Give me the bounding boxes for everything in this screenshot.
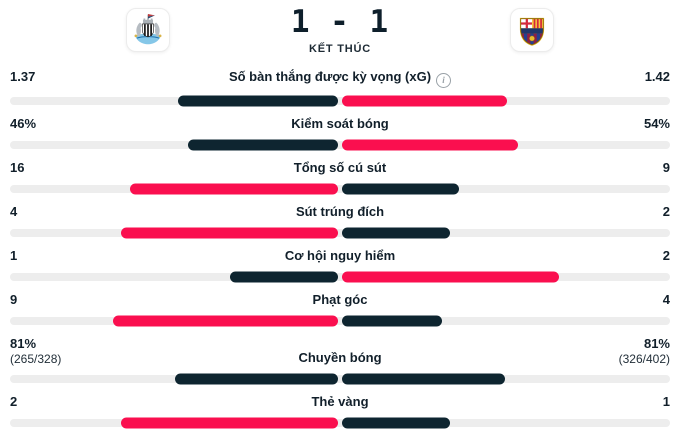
- stat-label: Kiểm soát bóng: [291, 116, 389, 131]
- stat-label: Sút trúng đích: [295, 204, 385, 219]
- match-status: KẾT THÚC: [308, 43, 371, 55]
- away-value: 1.42: [644, 69, 670, 84]
- stat-row-shots-on-target: 4 Sút trúng đích 2: [0, 193, 680, 239]
- home-bar: [130, 183, 338, 195]
- stat-label: Số bàn thắng được kỳ vọng (xG): [228, 69, 432, 84]
- away-bar: [342, 417, 450, 429]
- bar-track: [10, 417, 670, 429]
- bar-track: [10, 271, 670, 283]
- home-bar: [178, 95, 338, 107]
- bar-track: [10, 373, 670, 385]
- stat-row-passes: 81% (265/328) Chuyền bóng 81% (326/402): [0, 325, 680, 385]
- info-icon[interactable]: i: [436, 73, 452, 88]
- away-value: 1: [662, 394, 670, 409]
- home-value: 9: [10, 292, 18, 307]
- stat-label: Thẻ vàng: [311, 394, 369, 409]
- away-bar: [342, 373, 505, 385]
- newcastle-crest-icon: [134, 14, 162, 45]
- stat-row-xg: 1.37 Số bàn thắng được kỳ vọng (xG) i 1.4…: [0, 58, 680, 107]
- match-header: 1 - 1 KẾT THÚC: [0, 0, 680, 55]
- away-value-sub: (326/402): [618, 352, 670, 366]
- away-value: 4: [662, 292, 670, 307]
- home-value: 4: [10, 204, 18, 219]
- stat-row-dangerous-chances: 1 Cơ hội nguy hiểm 2: [0, 237, 680, 283]
- away-bar: [342, 95, 507, 107]
- stat-row-yellow-cards: 2 Thẻ vàng 1: [0, 383, 680, 429]
- score-block: 1 - 1 KẾT THÚC: [170, 4, 510, 56]
- home-bar: [230, 271, 338, 283]
- stat-row-corners: 9 Phạt góc 4: [0, 281, 680, 327]
- away-value: 2: [662, 248, 670, 263]
- home-team-crest[interactable]: [126, 8, 170, 52]
- home-value: 16: [10, 160, 25, 175]
- bar-track: [10, 95, 670, 107]
- home-value-main: 81%: [10, 336, 37, 351]
- stat-label: Tổng số cú sút: [293, 160, 387, 175]
- away-value: 54%: [643, 116, 670, 131]
- home-bar: [188, 139, 338, 151]
- away-bar: [342, 315, 442, 327]
- home-value: 1.37: [10, 69, 36, 84]
- home-value: 46%: [10, 116, 37, 131]
- away-team-crest[interactable]: [510, 8, 554, 52]
- away-bar: [342, 183, 459, 195]
- home-bar: [121, 227, 338, 239]
- home-bar: [121, 417, 338, 429]
- away-bar: [342, 227, 450, 239]
- home-value-sub: (265/328): [10, 352, 62, 366]
- stats-list: 1.37 Số bàn thắng được kỳ vọng (xG) i 1.4…: [0, 58, 680, 429]
- bar-track: [10, 183, 670, 195]
- bar-track: [10, 227, 670, 239]
- away-value: 9: [662, 160, 670, 175]
- away-bar: [342, 271, 559, 283]
- stat-row-possession: 46% Kiểm soát bóng 54%: [0, 105, 680, 151]
- bar-track: [10, 139, 670, 151]
- away-bar: [342, 139, 518, 151]
- home-bar: [113, 315, 338, 327]
- home-value: 1: [10, 248, 18, 263]
- match-score: 1 - 1: [290, 4, 390, 40]
- away-value: 2: [662, 204, 670, 219]
- away-value-main: 81%: [643, 336, 670, 351]
- away-value: 81% (326/402): [585, 336, 680, 366]
- home-value: 2: [10, 394, 18, 409]
- home-bar: [175, 373, 338, 385]
- stat-row-total-shots: 16 Tổng số cú sút 9: [0, 149, 680, 195]
- bar-track: [10, 315, 670, 327]
- stat-label: Chuyền bóng: [298, 350, 382, 365]
- home-value: 81% (265/328): [0, 336, 95, 366]
- stat-label: Cơ hội nguy hiểm: [284, 248, 396, 263]
- barcelona-crest-icon: [519, 17, 545, 46]
- stat-label: Phạt góc: [312, 292, 368, 307]
